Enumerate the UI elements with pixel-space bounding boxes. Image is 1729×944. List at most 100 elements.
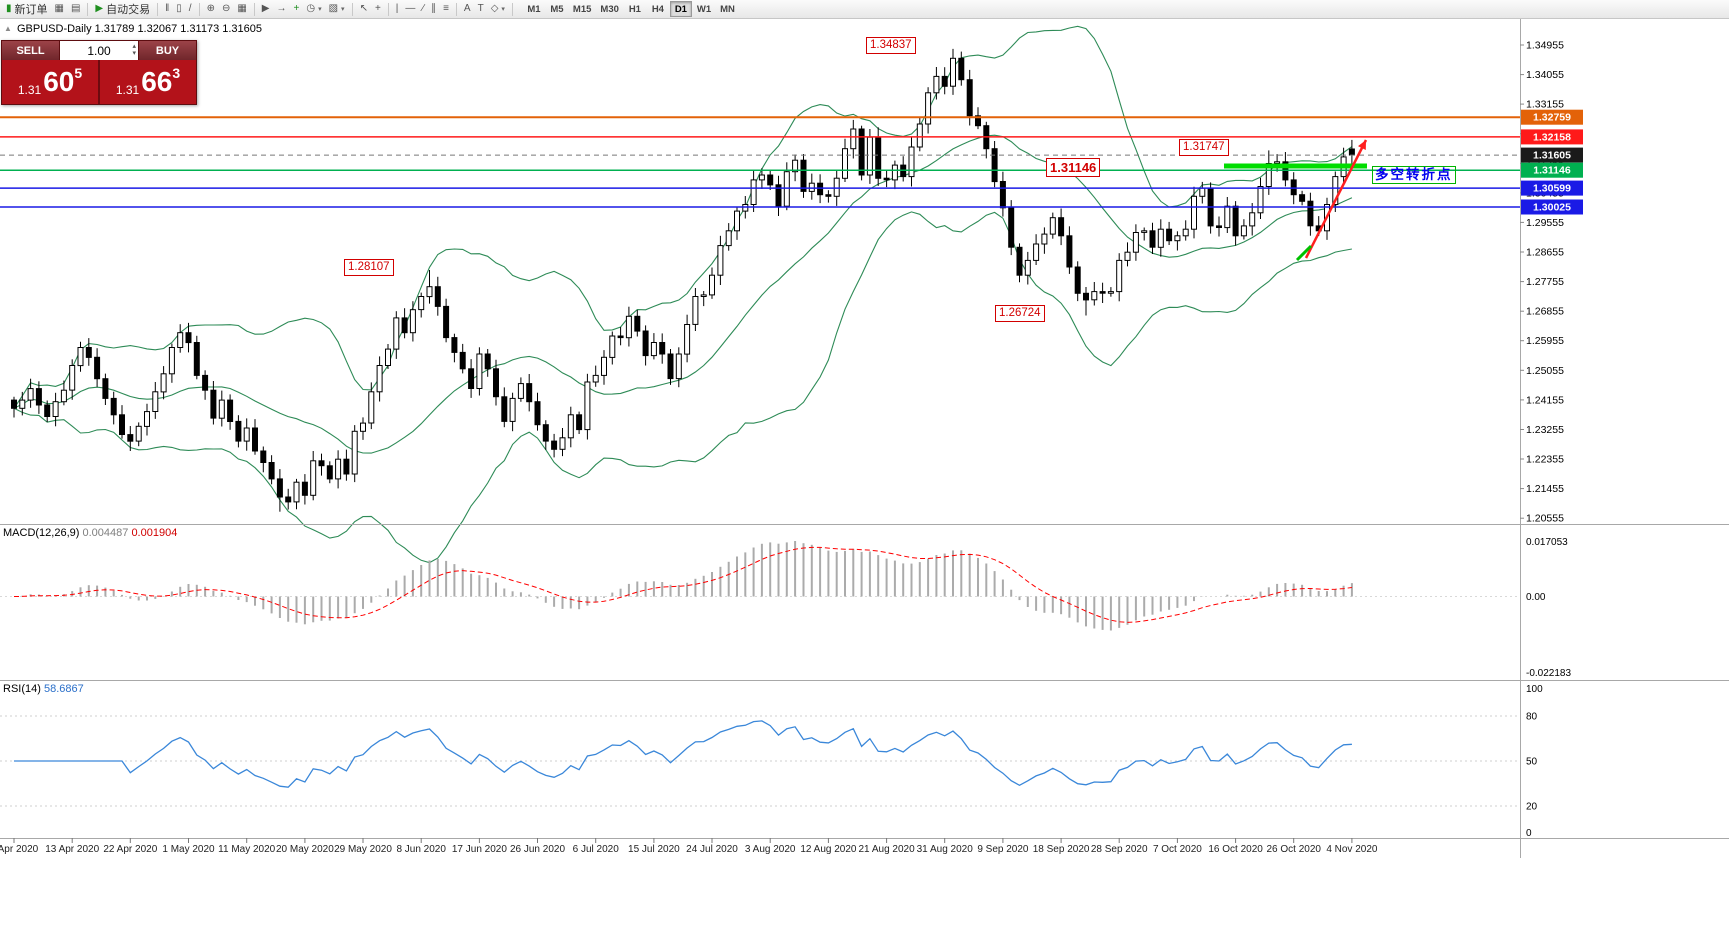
templates-dropdown[interactable]: ▧ ▾ — [326, 1, 348, 18]
timeframe-m1[interactable]: M1 — [527, 4, 541, 15]
autotrade-icon: ▶ — [95, 3, 104, 14]
bollinger-upper — [13, 25, 1353, 409]
crosshair-button[interactable]: + — [372, 1, 384, 18]
chart-shift-button[interactable]: → — [274, 1, 290, 18]
price-annotation[interactable]: 1.31146 — [1046, 158, 1101, 177]
charts-grid-button[interactable]: ▦ — [52, 1, 67, 18]
indicators-button[interactable]: + — [291, 1, 303, 18]
tile-icon: ▦ — [237, 3, 247, 14]
rsi-value: 58.6867 — [43, 683, 84, 695]
label-icon: T — [477, 3, 484, 14]
svg-text:1.32759: 1.32759 — [1533, 112, 1571, 124]
volume-value: 1.00 — [87, 43, 111, 58]
date-axis[interactable]: 2 Apr 2020 13 Apr 2020 22 Apr 2020 1 May 20… — [0, 838, 1378, 855]
svg-text:18 Sep 2020: 18 Sep 2020 — [1033, 844, 1090, 855]
price-annotation[interactable]: 1.31747 — [1179, 139, 1229, 156]
timeframe-w1[interactable]: W1 — [696, 4, 712, 15]
svg-text:1.23255: 1.23255 — [1526, 424, 1564, 436]
bid-pipette: 5 — [74, 65, 83, 81]
buy-button[interactable]: BUY — [139, 41, 196, 60]
svg-text:1.31605: 1.31605 — [1533, 150, 1571, 162]
timeframe-switcher: M1 M5 M15 M30 H1 H4 D1 W1 MN — [523, 1, 739, 17]
buy-mark[interactable] — [1295, 244, 1313, 262]
timeframe-d1[interactable]: D1 — [669, 1, 692, 17]
timeframe-mn[interactable]: MN — [720, 4, 735, 15]
rsi-line — [14, 720, 1352, 788]
timeframe-m15[interactable]: M15 — [572, 4, 592, 15]
periods-dropdown[interactable]: ◷ ▾ — [303, 1, 324, 18]
horizontal-lines[interactable] — [0, 116, 1520, 208]
profiles-button[interactable]: ▤ — [68, 1, 83, 18]
price-tag-1.32158 — [1521, 129, 1583, 145]
svg-text:80: 80 — [1526, 712, 1538, 723]
volume-input[interactable]: 1.00 ▴ ▾ — [59, 41, 139, 60]
svg-text:1.20555: 1.20555 — [1526, 513, 1564, 525]
svg-text:1.26855: 1.26855 — [1526, 306, 1564, 318]
svg-text:1.24155: 1.24155 — [1526, 394, 1564, 406]
zoom-in-button[interactable]: ⊕ — [204, 1, 218, 18]
channel-button[interactable]: ∥ — [428, 1, 439, 18]
zoom-out-button[interactable]: ⊖ — [219, 1, 233, 18]
volume-spinner[interactable]: ▴ ▾ — [132, 43, 136, 57]
macd-histogram — [21, 541, 1353, 631]
spinner-up-icon[interactable]: ▴ — [132, 43, 136, 50]
svg-text:28 Sep 2020: 28 Sep 2020 — [1091, 844, 1148, 855]
tile-windows-button[interactable]: ▦ — [234, 1, 249, 18]
new-order-button[interactable]: ▮ 新订单 — [3, 1, 51, 18]
svg-text:1.25055: 1.25055 — [1526, 365, 1564, 377]
svg-text:1.32158: 1.32158 — [1533, 131, 1571, 143]
svg-text:1.21455: 1.21455 — [1526, 483, 1564, 495]
line-chart-button[interactable]: / — [186, 1, 195, 18]
sell-button[interactable]: SELL — [2, 41, 59, 60]
shapes-icon: ◇ — [490, 3, 499, 14]
bid-price-panel[interactable]: 1.31 60 5 — [2, 60, 100, 104]
rsi-indicator-label: RSI(14) 58.6867 — [3, 683, 84, 695]
bars-icon: ‖ — [165, 3, 170, 14]
collapse-oneclick-icon[interactable]: ▲ — [4, 24, 12, 33]
shapes-dropdown[interactable]: ◇ ▾ — [488, 1, 508, 18]
auto-scroll-button[interactable]: ▶ — [259, 1, 273, 18]
chart-info-line: GBPUSD-Daily 1.31789 1.32067 1.31173 1.3… — [17, 23, 263, 35]
macd-name: MACD(12,26,9) — [3, 527, 80, 539]
fibo-button[interactable]: ≡ — [440, 1, 452, 18]
fibo-icon: ≡ — [443, 3, 449, 14]
hline-button[interactable]: — — [402, 1, 418, 18]
svg-text:13 Apr 2020: 13 Apr 2020 — [45, 844, 99, 855]
timeframe-m30[interactable]: M30 — [600, 4, 619, 15]
periods-icon: ◷ — [306, 3, 316, 14]
timeframe-h1[interactable]: H1 — [628, 4, 641, 15]
price-annotation[interactable]: 1.34837 — [866, 37, 916, 54]
text-button[interactable]: A — [461, 1, 474, 18]
trendline-button[interactable]: ∕ — [419, 1, 427, 18]
note-annotation[interactable]: 多空转折点 — [1372, 166, 1456, 184]
candle-chart-button[interactable]: ▯ — [173, 1, 185, 18]
svg-text:26 Jun 2020: 26 Jun 2020 — [510, 844, 565, 855]
autotrading-button[interactable]: ▶ 自动交易 — [92, 1, 153, 18]
price-axis[interactable]: 1.349551.340551.331551.322551.313551.304… — [1520, 40, 1583, 525]
timeframe-h4[interactable]: H4 — [651, 4, 664, 15]
bullish-trend-arrow[interactable] — [1304, 139, 1368, 259]
toolbar-separator — [87, 2, 89, 16]
bar-chart-button[interactable]: ‖ — [162, 1, 172, 18]
cursor-button[interactable]: ↖ — [357, 1, 371, 18]
price-annotation[interactable]: 1.26724 — [995, 305, 1045, 322]
chart-objects[interactable] — [1224, 139, 1368, 262]
vline-button[interactable]: | — [393, 1, 402, 18]
ask-price-panel[interactable]: 1.31 66 3 — [100, 60, 196, 104]
spinner-down-icon[interactable]: ▾ — [132, 50, 136, 57]
bid-prefix: 1.31 — [17, 83, 42, 97]
svg-text:15 Jul 2020: 15 Jul 2020 — [628, 844, 680, 855]
vline-icon: | — [395, 3, 399, 14]
rsi-name: RSI(14) — [3, 683, 41, 695]
svg-text:21 Aug 2020: 21 Aug 2020 — [859, 844, 916, 855]
svg-text:1.30025: 1.30025 — [1533, 202, 1571, 214]
svg-text:1.28655: 1.28655 — [1526, 247, 1564, 259]
price-annotation[interactable]: 1.28107 — [344, 259, 394, 276]
price-tag-1.32759 — [1521, 109, 1583, 125]
ask-pipette: 3 — [172, 65, 181, 81]
timeframe-m5[interactable]: M5 — [550, 4, 564, 15]
label-button[interactable]: T — [475, 1, 487, 18]
new-order-button-label: 新订单 — [14, 4, 48, 16]
svg-text:0: 0 — [1526, 828, 1532, 839]
